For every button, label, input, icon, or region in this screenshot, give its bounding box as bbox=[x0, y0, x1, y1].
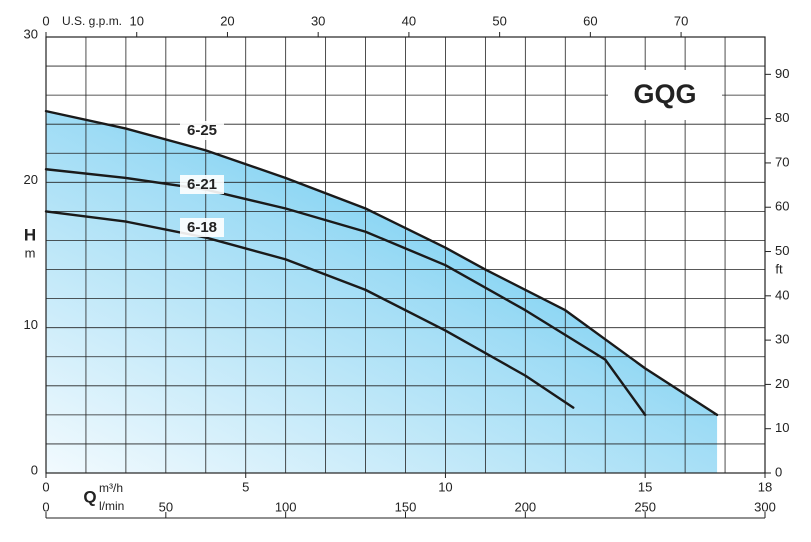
curve-label: 6-21 bbox=[187, 176, 217, 193]
x3-tick-label: 250 bbox=[634, 499, 656, 514]
x-tick-label: 18 bbox=[758, 479, 772, 494]
y2-tick-label: 10 bbox=[775, 420, 789, 435]
curve-label-bg bbox=[180, 175, 224, 194]
x3-tick-label: 100 bbox=[275, 499, 297, 514]
x-tick-label: 10 bbox=[438, 479, 452, 494]
y2-tick-label: 20 bbox=[775, 376, 789, 391]
y-unit: m bbox=[25, 245, 36, 260]
x2-tick-label: 70 bbox=[674, 13, 688, 28]
curve-label: 6-18 bbox=[187, 219, 217, 236]
y-tick-label: 20 bbox=[24, 172, 38, 187]
model-box bbox=[608, 70, 722, 120]
x2-tick-label: 30 bbox=[311, 13, 325, 28]
x2-tick-label: 20 bbox=[220, 13, 234, 28]
curve-label-bg bbox=[180, 121, 224, 140]
x3-tick-label: 0 bbox=[42, 499, 49, 514]
y2-tick-label: 70 bbox=[775, 154, 789, 169]
x3-tick-label: 300 bbox=[754, 499, 776, 514]
y-label: H bbox=[24, 225, 36, 244]
x-tick-label: 5 bbox=[242, 479, 249, 494]
curve bbox=[44, 168, 647, 417]
x3-tick-label: 200 bbox=[514, 499, 536, 514]
curve bbox=[44, 210, 575, 409]
y2-tick-label: 90 bbox=[775, 66, 789, 81]
y-tick-label: 0 bbox=[31, 462, 38, 477]
x3-tick-label: 50 bbox=[159, 499, 173, 514]
x2-tick-label: 60 bbox=[583, 13, 597, 28]
x3-tick-label: 150 bbox=[395, 499, 417, 514]
x-tick-label: 0 bbox=[42, 479, 49, 494]
plot-frame bbox=[45, 36, 766, 474]
curve-label: 6-25 bbox=[187, 122, 217, 139]
model-label: GQG bbox=[633, 79, 696, 109]
y2-tick-label: 40 bbox=[775, 287, 789, 302]
x3-unit: l/min bbox=[99, 499, 124, 513]
x-label: Q bbox=[83, 487, 96, 506]
y2-unit: ft bbox=[775, 261, 783, 276]
area bbox=[46, 111, 718, 474]
x2-tick-label: 0 bbox=[42, 13, 49, 28]
curve-label-bg bbox=[180, 218, 224, 237]
x-tick-label: 15 bbox=[638, 479, 652, 494]
x2-tick-label: 10 bbox=[129, 13, 143, 28]
y-tick-label: 30 bbox=[24, 26, 38, 41]
y2-tick-label: 30 bbox=[775, 332, 789, 347]
x2-tick-label: 40 bbox=[402, 13, 416, 28]
y2-tick-label: 50 bbox=[775, 243, 789, 258]
curve bbox=[44, 109, 719, 417]
y-tick-label: 10 bbox=[24, 317, 38, 332]
y2-tick-label: 60 bbox=[775, 199, 789, 214]
y2-tick-label: 80 bbox=[775, 110, 789, 125]
x-unit: m³/h bbox=[99, 481, 123, 495]
y2-tick-label: 0 bbox=[775, 464, 782, 479]
x2-label: U.S. g.p.m. bbox=[62, 14, 122, 28]
x2-tick-label: 50 bbox=[492, 13, 506, 28]
